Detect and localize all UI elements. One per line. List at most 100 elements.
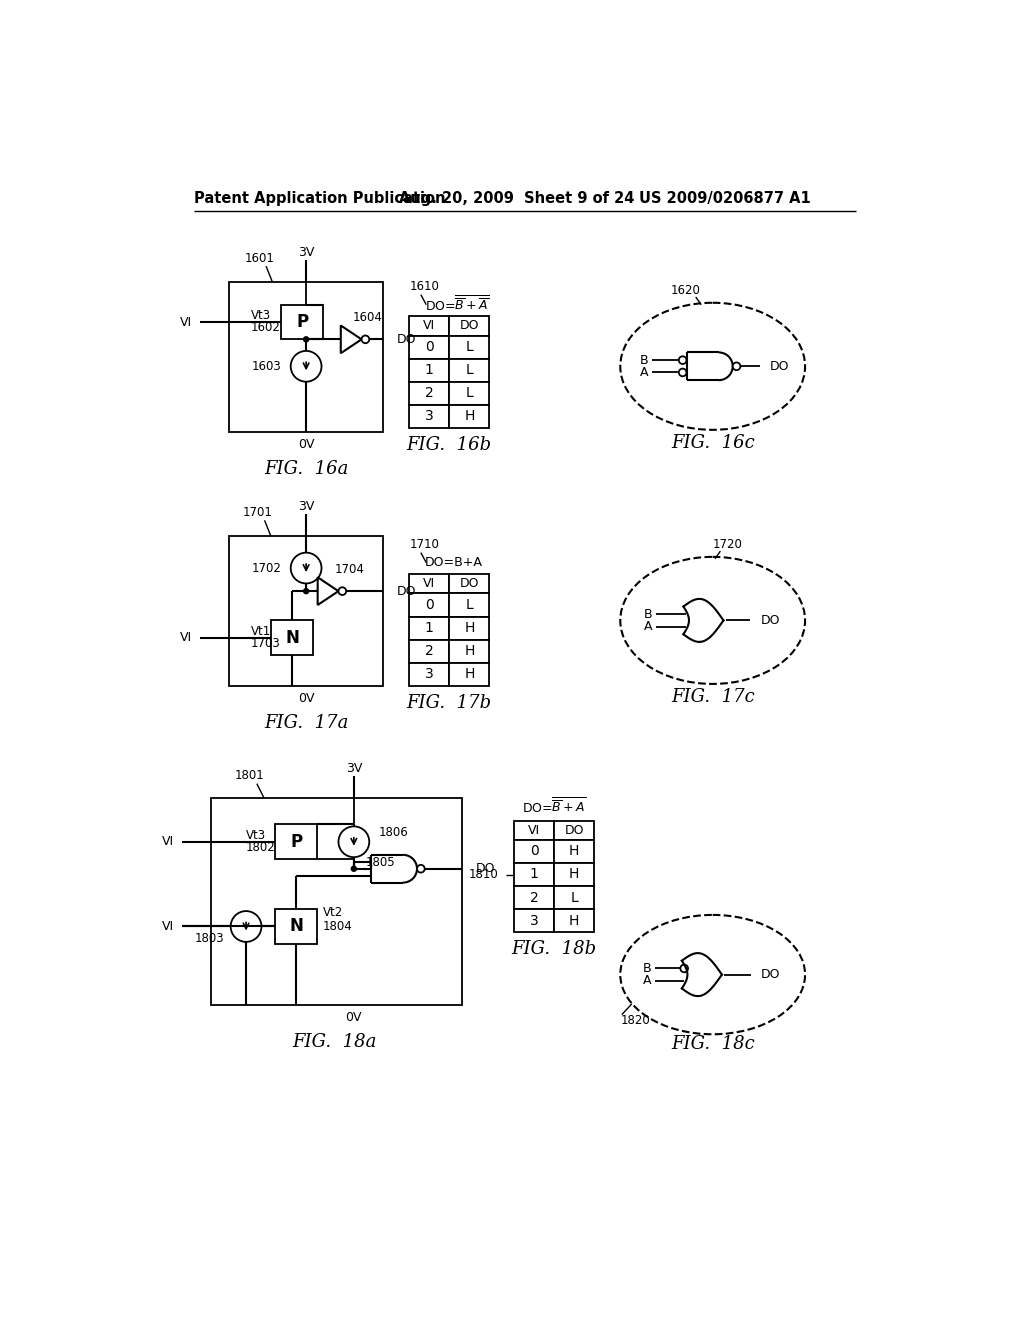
Text: DO: DO: [460, 577, 479, 590]
Bar: [275, 825, 316, 859]
Text: 3V: 3V: [298, 246, 314, 259]
Text: 0: 0: [529, 845, 539, 858]
Text: VI: VI: [180, 315, 193, 329]
Circle shape: [351, 866, 356, 871]
Text: B: B: [639, 354, 648, 367]
Text: L: L: [570, 891, 578, 904]
Text: FIG.  18b: FIG. 18b: [512, 940, 597, 958]
Text: L: L: [466, 363, 473, 378]
Bar: [271, 620, 313, 655]
Bar: [450, 359, 489, 381]
Text: Vt1: Vt1: [251, 626, 271, 638]
Text: US 2009/0206877 A1: US 2009/0206877 A1: [639, 191, 811, 206]
Bar: [410, 663, 450, 686]
Circle shape: [291, 351, 322, 381]
Bar: [514, 840, 554, 863]
Text: 1703: 1703: [251, 636, 281, 649]
Text: 1801: 1801: [236, 770, 265, 783]
Text: 1: 1: [425, 622, 434, 635]
Bar: [410, 616, 450, 640]
Text: DO=B+A: DO=B+A: [425, 556, 482, 569]
Text: FIG.  17c: FIG. 17c: [671, 689, 755, 706]
Text: DO: DO: [564, 824, 584, 837]
Text: DO: DO: [397, 585, 417, 598]
Text: DO: DO: [761, 614, 780, 627]
Text: DO: DO: [770, 360, 790, 372]
Bar: [282, 305, 323, 339]
Text: N: N: [286, 628, 299, 647]
Text: FIG.  16c: FIG. 16c: [671, 434, 755, 453]
Bar: [450, 335, 489, 359]
Bar: [450, 663, 489, 686]
Circle shape: [733, 363, 740, 370]
Text: 1820: 1820: [621, 1014, 650, 1027]
Text: 1: 1: [529, 867, 539, 882]
Bar: [410, 335, 450, 359]
Text: 1603: 1603: [252, 360, 282, 372]
Text: H: H: [569, 913, 580, 928]
Text: 2: 2: [425, 387, 434, 400]
Text: 1602: 1602: [251, 321, 281, 334]
Bar: [450, 594, 489, 616]
Text: 1601: 1601: [245, 252, 274, 265]
Text: 1803: 1803: [195, 932, 224, 945]
Text: 1810: 1810: [469, 869, 499, 880]
Ellipse shape: [621, 915, 805, 1035]
Text: FIG.  16a: FIG. 16a: [264, 459, 348, 478]
Text: FIG.  17b: FIG. 17b: [407, 694, 492, 711]
Text: A: A: [643, 974, 651, 987]
Bar: [450, 616, 489, 640]
Text: Aug. 20, 2009  Sheet 9 of 24: Aug. 20, 2009 Sheet 9 of 24: [398, 191, 634, 206]
Circle shape: [230, 911, 261, 942]
Bar: [410, 405, 450, 428]
Text: 1610: 1610: [410, 280, 439, 293]
Text: L: L: [466, 598, 473, 612]
Text: Vt3: Vt3: [246, 829, 266, 842]
Text: 1802: 1802: [246, 841, 275, 854]
Text: A: A: [644, 620, 652, 634]
Text: 1804: 1804: [323, 920, 353, 933]
Bar: [450, 381, 489, 405]
Text: FIG.  18a: FIG. 18a: [293, 1034, 377, 1051]
Text: Vt3: Vt3: [251, 309, 270, 322]
Text: 1702: 1702: [252, 561, 282, 574]
Text: H: H: [464, 668, 474, 681]
Text: B: B: [642, 962, 651, 975]
Circle shape: [304, 337, 308, 342]
Text: P: P: [296, 313, 308, 331]
Text: 0V: 0V: [298, 692, 314, 705]
Text: H: H: [464, 622, 474, 635]
Bar: [229, 281, 383, 432]
Text: 1604: 1604: [352, 312, 382, 325]
Bar: [554, 909, 594, 932]
Bar: [514, 821, 554, 840]
Ellipse shape: [621, 557, 805, 684]
Circle shape: [291, 553, 322, 583]
Bar: [514, 886, 554, 909]
Text: H: H: [464, 644, 474, 659]
Circle shape: [361, 335, 370, 343]
Polygon shape: [341, 326, 361, 354]
Text: L: L: [466, 387, 473, 400]
Text: 1720: 1720: [713, 539, 743, 552]
Text: VI: VI: [423, 577, 435, 590]
Circle shape: [339, 587, 346, 595]
Bar: [275, 909, 316, 944]
Bar: [554, 886, 594, 909]
Circle shape: [680, 965, 688, 973]
Bar: [450, 405, 489, 428]
Circle shape: [339, 826, 370, 857]
Text: A: A: [640, 366, 648, 379]
Bar: [514, 863, 554, 886]
Circle shape: [417, 865, 425, 873]
Text: VI: VI: [180, 631, 193, 644]
Text: DO: DO: [475, 862, 495, 875]
Bar: [554, 840, 594, 863]
Text: 1701: 1701: [243, 506, 272, 519]
Text: 2: 2: [425, 644, 434, 659]
Text: DO: DO: [761, 968, 780, 981]
Text: DO: DO: [460, 319, 479, 333]
Polygon shape: [317, 577, 339, 605]
Ellipse shape: [621, 302, 805, 430]
Text: 1805: 1805: [366, 857, 395, 869]
